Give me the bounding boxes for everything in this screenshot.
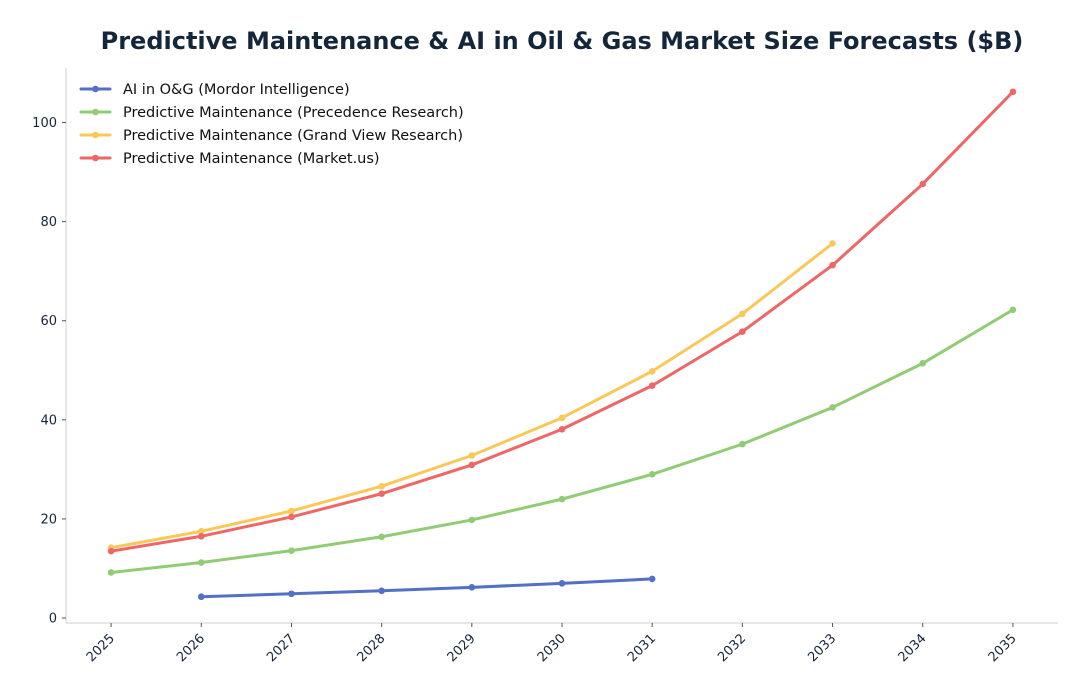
data-point (648, 575, 656, 583)
data-point (378, 533, 385, 541)
legend-item-1: AI in O&G (Mordor Intelligence) (79, 82, 350, 98)
data-point (919, 180, 927, 188)
data-point (558, 495, 566, 503)
legend-swatch-marker (92, 85, 99, 93)
data-point (648, 367, 656, 375)
series-4 (107, 88, 1017, 555)
legend-item-2: Predictive Maintenance (Precedence Resea… (79, 105, 464, 121)
data-point (648, 382, 656, 389)
data-point (919, 360, 927, 367)
data-point (197, 532, 205, 540)
series-1 (197, 575, 656, 601)
data-point (739, 440, 746, 448)
data-point (468, 516, 476, 524)
x-tick-label: 2033 (805, 631, 839, 665)
data-point (468, 461, 476, 469)
data-point (107, 569, 115, 576)
data-point (1009, 88, 1017, 96)
x-tick-label: 2031 (625, 631, 659, 665)
x-tick-label: 2032 (715, 631, 749, 665)
data-point (197, 593, 205, 601)
legend-item-4: Predictive Maintenance (Market.us) (79, 151, 380, 167)
y-tick-label: 40 (40, 413, 57, 428)
series-line (109, 308, 1015, 574)
data-point (378, 482, 385, 490)
x-tick-label: 2029 (445, 631, 479, 665)
x-tick-label: 2025 (84, 631, 118, 665)
legend-label: Predictive Maintenance (Grand View Resea… (123, 128, 463, 144)
x-tick-label: 2035 (986, 631, 1020, 665)
legend-label: Predictive Maintenance (Precedence Resea… (123, 105, 464, 121)
series-group (107, 88, 1017, 601)
series-line (109, 241, 835, 550)
x-tick-label: 2026 (174, 631, 208, 665)
x-tick-label: 2030 (535, 631, 569, 665)
y-tick-label: 80 (40, 215, 57, 230)
data-point (648, 471, 656, 478)
legend-swatch-marker (92, 154, 99, 162)
data-point (558, 425, 566, 433)
x-tick-label: 2027 (264, 631, 298, 665)
data-point (288, 547, 295, 554)
data-point (1009, 306, 1017, 314)
data-point (107, 547, 115, 555)
y-tick-label: 0 (49, 612, 57, 627)
legend: AI in O&G (Mordor Intelligence) Predictiv… (79, 82, 464, 167)
legend-item-3: Predictive Maintenance (Grand View Resea… (79, 128, 463, 144)
series-3 (107, 240, 836, 551)
data-point (378, 490, 385, 497)
legend-label: AI in O&G (Mordor Intelligence) (123, 82, 350, 98)
data-point (378, 587, 385, 595)
data-point (197, 559, 205, 566)
x-axis-ticks: 2025 2026 2027 2028 2029 2030 2031 2032 2033 2034… (84, 623, 1020, 665)
series-line (199, 577, 654, 599)
data-point (468, 584, 476, 591)
data-point (288, 513, 295, 521)
data-point (739, 310, 746, 318)
series-2 (107, 306, 1017, 576)
data-point (829, 240, 836, 247)
chart-title: Predictive Maintenance & AI in Oil & Gas… (101, 27, 1024, 55)
data-point (288, 507, 295, 515)
y-axis-ticks: 0 20 40 60 80 100 (32, 116, 66, 627)
y-tick-label: 60 (40, 314, 57, 329)
y-tick-label: 100 (32, 116, 57, 131)
legend-swatch-marker (92, 131, 99, 139)
data-point (739, 328, 746, 335)
legend-swatch-marker (92, 108, 99, 116)
data-point (558, 414, 566, 422)
data-point (468, 452, 476, 459)
x-tick-label: 2034 (896, 631, 930, 665)
data-point (288, 590, 295, 598)
data-point (829, 261, 836, 269)
y-tick-label: 20 (40, 512, 57, 527)
legend-label: Predictive Maintenance (Market.us) (123, 151, 380, 167)
data-point (197, 528, 205, 535)
x-tick-label: 2028 (354, 631, 388, 665)
data-point (558, 580, 566, 587)
data-point (829, 404, 836, 411)
